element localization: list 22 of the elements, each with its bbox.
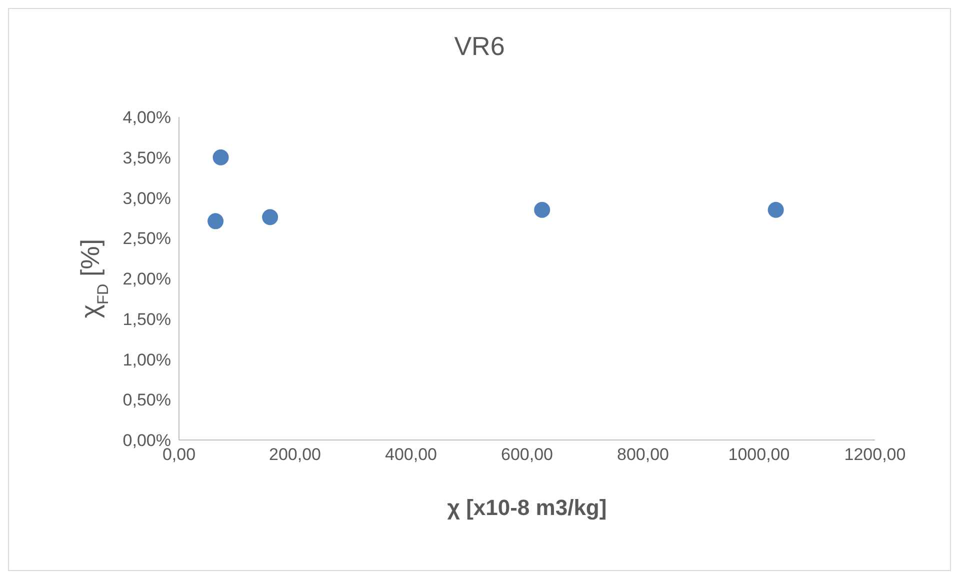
y-tick-label: 3,00%: [122, 188, 171, 208]
point: [534, 202, 550, 218]
y-tick-label: 3,50%: [122, 148, 171, 168]
y-tick-label: 2,00%: [122, 270, 171, 289]
y-tick-label: 1,00%: [122, 350, 171, 370]
y-tick-label: 4,00%: [122, 108, 171, 128]
point: [212, 149, 229, 166]
point: [768, 202, 784, 218]
y-tick-label: 2,50%: [122, 229, 171, 248]
y-tick-label: 1,50%: [122, 310, 171, 329]
x-tick-label: 0,00: [162, 445, 196, 464]
x-axis-title: χ [x10-8 m3/kg]: [447, 495, 607, 520]
x-tick-label: 1200,00: [844, 445, 906, 464]
x-tick-label: 600,00: [501, 445, 553, 464]
y-tick-label: 0,50%: [122, 390, 171, 410]
x-tick-label: 800,00: [617, 445, 669, 464]
point: [208, 213, 224, 230]
x-tick-label: 400,00: [385, 445, 437, 464]
chart-title: VR6: [453, 31, 506, 62]
point: [262, 209, 278, 226]
x-tick-label: 200,00: [269, 445, 321, 464]
x-tick-label: 1000,00: [728, 445, 790, 464]
